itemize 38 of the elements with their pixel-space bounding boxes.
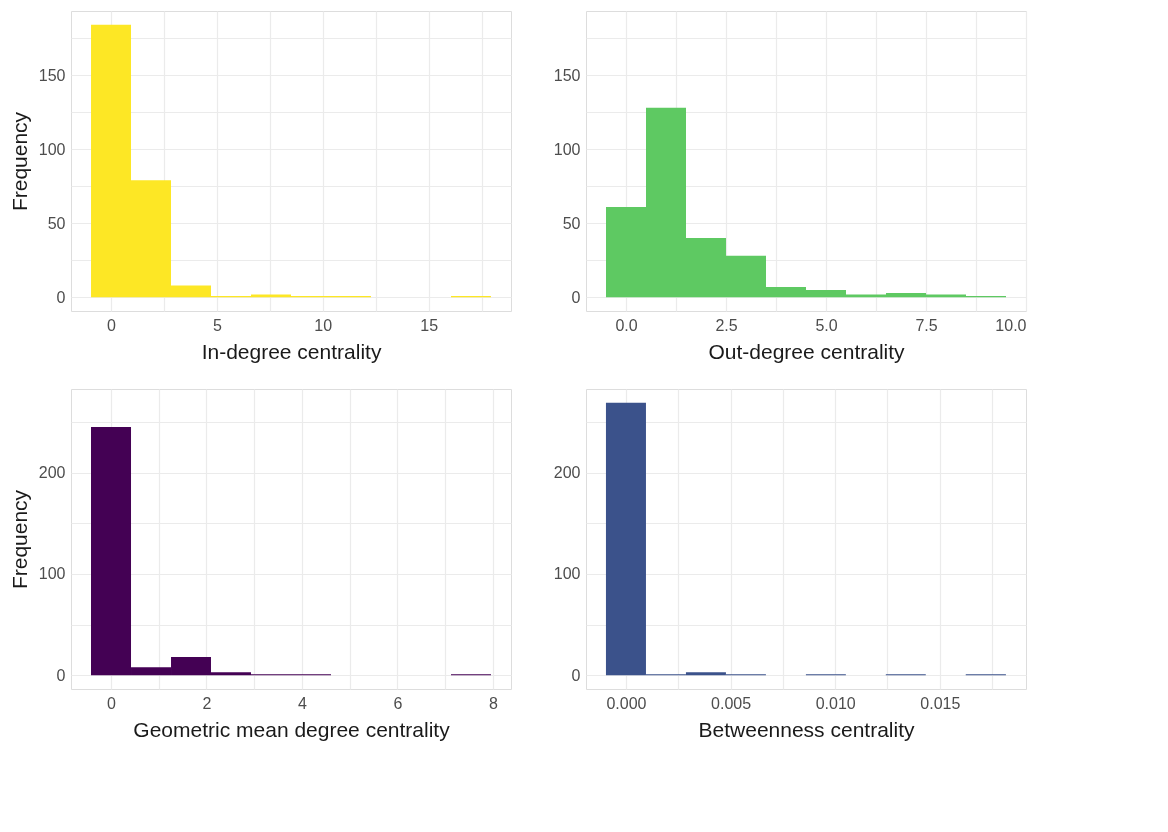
y-axis-title: Frequency: [7, 489, 31, 590]
x-tick-label: 6: [393, 694, 403, 712]
x-tick-label: 15: [420, 316, 439, 334]
x-tick-label: 7.5: [915, 316, 938, 334]
y-tick-label: 50: [47, 214, 66, 232]
x-tick-label: 0.000: [606, 694, 647, 712]
y-tick-label: 0: [571, 288, 581, 306]
x-axis-title: Out-degree centrality: [708, 339, 906, 363]
x-tick-label: 10.0: [995, 316, 1027, 334]
x-tick-label: 5: [212, 316, 222, 334]
x-tick-label: 10: [314, 316, 333, 334]
x-tick-label: 0.015: [920, 694, 961, 712]
y-tick-label: 0: [56, 666, 66, 684]
y-tick-label: 0: [571, 666, 581, 684]
x-tick-label: 5.0: [815, 316, 838, 334]
y-tick-label: 200: [38, 464, 66, 482]
x-axis-title: Betweenness centrality: [698, 717, 915, 741]
x-tick-label: 0.0: [615, 316, 638, 334]
x-tick-label: 2: [202, 694, 212, 712]
x-tick-label: 8: [489, 694, 498, 712]
y-tick-label: 150: [38, 66, 66, 84]
x-tick-label: 4: [298, 694, 308, 712]
y-tick-label: 0: [56, 288, 66, 306]
y-axis-title: Frequency: [7, 111, 31, 212]
x-tick-label: 0.005: [711, 694, 752, 712]
x-tick-label: 0.010: [815, 694, 856, 712]
y-tick-label: 100: [553, 565, 581, 583]
y-tick-label: 50: [562, 214, 581, 232]
y-tick-label: 150: [553, 66, 581, 84]
x-axis-title: Geometric mean degree centrality: [133, 717, 451, 741]
y-tick-label: 100: [38, 565, 66, 583]
x-tick-label: 0: [107, 316, 117, 334]
x-axis-title: In-degree centrality: [201, 339, 382, 363]
y-tick-label: 100: [553, 140, 581, 158]
x-tick-label: 2.5: [715, 316, 738, 334]
y-tick-label: 100: [38, 140, 66, 158]
y-tick-label: 200: [553, 464, 581, 482]
x-tick-label: 0: [107, 694, 117, 712]
